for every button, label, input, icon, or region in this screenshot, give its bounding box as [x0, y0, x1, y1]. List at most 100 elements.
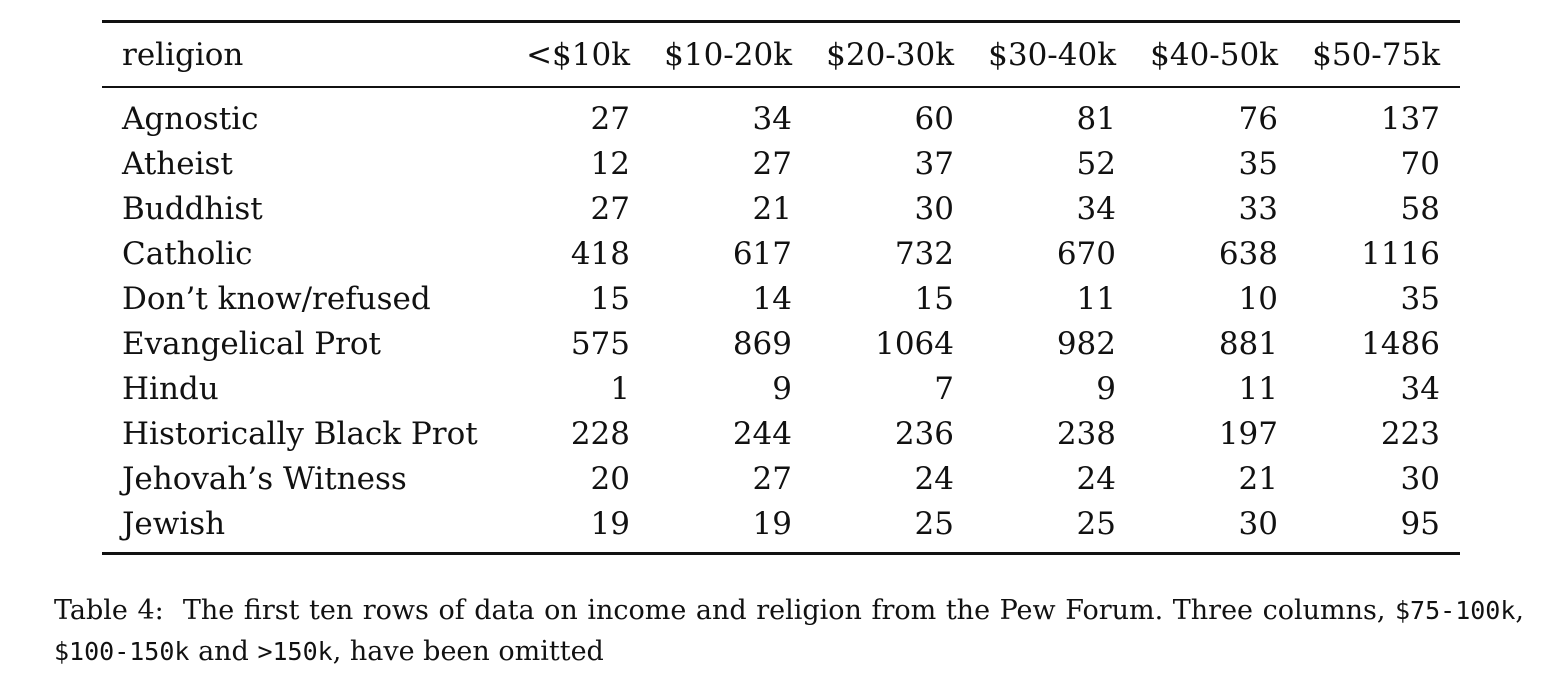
column-header: $40-50k	[1150, 36, 1278, 73]
count-cell: 27	[590, 100, 630, 137]
count-cell: 197	[1218, 415, 1278, 452]
count-cell: 24	[914, 460, 954, 497]
count-cell: 9	[772, 370, 792, 407]
count-cell: 27	[590, 190, 630, 227]
religion-cell: Historically Black Prot	[122, 415, 478, 452]
count-cell: 881	[1218, 325, 1278, 362]
table-header-row: religion <$10k $10-20k $20-30k $30-40k $…	[102, 23, 1460, 86]
count-cell: 7	[934, 370, 954, 407]
count-cell: 19	[752, 505, 792, 542]
count-cell: 869	[732, 325, 792, 362]
table-row: Hindu 1 9 7 9 11 34	[102, 366, 1460, 411]
count-cell: 15	[590, 280, 630, 317]
count-cell: 58	[1400, 190, 1440, 227]
column-header: $10-20k	[664, 36, 792, 73]
count-cell: 238	[1056, 415, 1116, 452]
count-cell: 76	[1238, 100, 1278, 137]
count-cell: 11	[1238, 370, 1278, 407]
count-cell: 21	[1238, 460, 1278, 497]
table-row: Jewish 19 19 25 25 30 95	[102, 501, 1460, 552]
caption-code: $100-150k	[54, 637, 190, 666]
count-cell: 244	[732, 415, 792, 452]
count-cell: 81	[1076, 100, 1116, 137]
count-cell: 575	[570, 325, 630, 362]
count-cell: 95	[1400, 505, 1440, 542]
count-cell: 30	[914, 190, 954, 227]
count-cell: 20	[590, 460, 630, 497]
table-bottom-rule	[102, 552, 1460, 555]
income-religion-table-body: Agnostic 27 34 60 81 76 137 Atheist 12 2…	[102, 88, 1460, 552]
count-cell: 34	[752, 100, 792, 137]
count-cell: 35	[1400, 280, 1440, 317]
count-cell: 223	[1380, 415, 1440, 452]
count-cell: 9	[1096, 370, 1116, 407]
count-cell: 617	[732, 235, 792, 272]
column-header: $50-75k	[1312, 36, 1440, 73]
count-cell: 11	[1076, 280, 1116, 317]
religion-cell: Don’t know/refused	[122, 280, 431, 317]
count-cell: 27	[752, 460, 792, 497]
religion-cell: Atheist	[122, 145, 233, 182]
column-header: religion	[122, 36, 244, 73]
table-row: Agnostic 27 34 60 81 76 137	[102, 88, 1460, 141]
count-cell: 70	[1400, 145, 1440, 182]
table-header-rule	[102, 86, 1460, 88]
table-row: Buddhist 27 21 30 34 33 58	[102, 186, 1460, 231]
count-cell: 30	[1238, 505, 1278, 542]
column-header: $20-30k	[826, 36, 954, 73]
caption-code: $75-100k	[1394, 596, 1516, 625]
caption-text: , have been omitted	[332, 636, 604, 667]
count-cell: 982	[1056, 325, 1116, 362]
table-row: Jehovah’s Witness 20 27 24 24 21 30	[102, 456, 1460, 501]
count-cell: 52	[1076, 145, 1116, 182]
count-cell: 137	[1380, 100, 1440, 137]
table-row: Atheist 12 27 37 52 35 70	[102, 141, 1460, 186]
count-cell: 27	[752, 145, 792, 182]
count-cell: 34	[1400, 370, 1440, 407]
count-cell: 1486	[1361, 325, 1440, 362]
column-header: <$10k	[526, 36, 630, 73]
count-cell: 35	[1238, 145, 1278, 182]
count-cell: 236	[894, 415, 954, 452]
count-cell: 33	[1238, 190, 1278, 227]
income-religion-table: religion <$10k $10-20k $20-30k $30-40k $…	[102, 23, 1460, 86]
data-table: religion <$10k $10-20k $20-30k $30-40k $…	[102, 20, 1460, 555]
count-cell: 1	[610, 370, 630, 407]
religion-cell: Jehovah’s Witness	[122, 460, 407, 497]
caption-text: ,	[1515, 595, 1524, 626]
count-cell: 670	[1056, 235, 1116, 272]
count-cell: 30	[1400, 460, 1440, 497]
count-cell: 228	[570, 415, 630, 452]
count-cell: 1116	[1361, 235, 1440, 272]
caption-text: The first ten rows of data on income and…	[182, 595, 1386, 626]
count-cell: 25	[1076, 505, 1116, 542]
count-cell: 638	[1218, 235, 1278, 272]
caption-code: >150k	[257, 637, 333, 666]
count-cell: 1064	[875, 325, 954, 362]
religion-cell: Hindu	[122, 370, 219, 407]
religion-cell: Catholic	[122, 235, 253, 272]
caption-label: Table 4:	[54, 595, 164, 626]
table-row: Don’t know/refused 15 14 15 11 10 35	[102, 276, 1460, 321]
table-top-rule	[102, 20, 1460, 23]
column-header: $30-40k	[988, 36, 1116, 73]
table-row: Catholic 418 617 732 670 638 1116	[102, 231, 1460, 276]
count-cell: 60	[914, 100, 954, 137]
table-row: Historically Black Prot 228 244 236 238 …	[102, 411, 1460, 456]
count-cell: 25	[914, 505, 954, 542]
table-row: Evangelical Prot 575 869 1064 982 881 14…	[102, 321, 1460, 366]
count-cell: 19	[590, 505, 630, 542]
religion-cell: Buddhist	[122, 190, 263, 227]
count-cell: 10	[1238, 280, 1278, 317]
caption-text: and	[198, 636, 249, 667]
count-cell: 24	[1076, 460, 1116, 497]
religion-cell: Agnostic	[122, 100, 259, 137]
count-cell: 15	[914, 280, 954, 317]
count-cell: 418	[570, 235, 630, 272]
count-cell: 14	[752, 280, 792, 317]
religion-cell: Evangelical Prot	[122, 325, 382, 362]
count-cell: 12	[590, 145, 630, 182]
religion-cell: Jewish	[122, 505, 226, 542]
table-caption: Table 4: The first ten rows of data on i…	[54, 590, 1524, 672]
count-cell: 21	[752, 190, 792, 227]
